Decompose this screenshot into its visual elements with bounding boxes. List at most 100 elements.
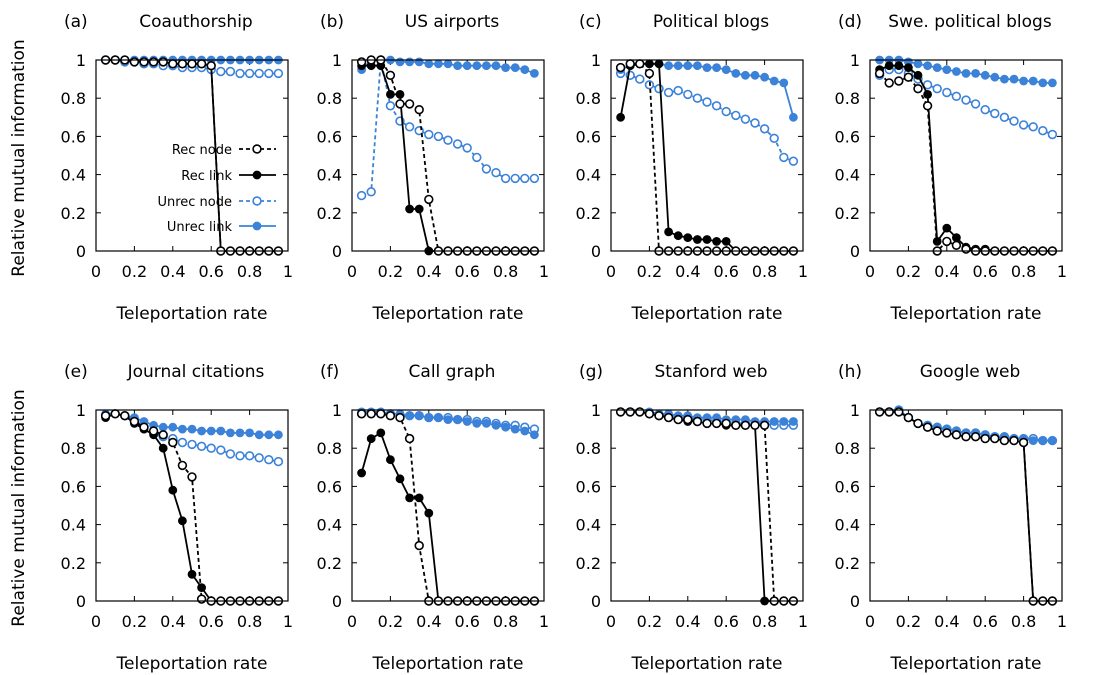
data-point-rec_node xyxy=(692,416,703,427)
data-point-rec_link xyxy=(395,474,405,484)
x-tick-label: 1 xyxy=(539,262,549,281)
data-point-unrec_link xyxy=(520,65,530,74)
data-point-unrec_link xyxy=(472,418,482,428)
data-point-unrec_node xyxy=(759,124,770,134)
y-tick-label: 0.6 xyxy=(317,477,342,496)
data-point-unrec_node xyxy=(1009,116,1019,126)
data-point-unrec_link xyxy=(683,61,693,71)
data-point-unrec_link xyxy=(395,57,405,67)
x-tick-label: 0.2 xyxy=(896,262,921,281)
data-point-unrec_link xyxy=(1048,436,1057,445)
x-tick-label: 0 xyxy=(606,262,616,281)
y-tick-label: 0.8 xyxy=(576,439,601,458)
data-point-rec_link xyxy=(414,204,424,214)
x-axis-label: Teleportation rate xyxy=(631,654,783,674)
data-point-rec_node xyxy=(1009,435,1019,446)
data-point-rec_node xyxy=(884,407,894,417)
data-point-rec_link xyxy=(942,223,952,233)
y-tick-label: 1 xyxy=(591,51,601,70)
x-tick-label: 0.2 xyxy=(637,262,662,281)
panel-title: Journal citations xyxy=(127,362,265,382)
data-point-rec_node xyxy=(129,416,140,427)
data-point-rec_node xyxy=(168,437,178,448)
y-tick-label: 1 xyxy=(591,401,601,420)
data-point-unrec_node xyxy=(731,110,741,121)
panel-label: (e) xyxy=(64,362,88,382)
y-tick-label: 0.8 xyxy=(317,89,342,108)
data-point-rec_node xyxy=(740,420,751,430)
data-point-rec_node xyxy=(158,57,168,67)
x-tick-label: 0.8 xyxy=(237,262,262,281)
x-axis-label: Teleportation rate xyxy=(890,304,1042,324)
data-point-rec_node xyxy=(874,407,885,417)
y-tick-label: 0.4 xyxy=(317,516,342,535)
x-tick-label: 0.2 xyxy=(896,612,921,631)
data-point-unrec_link xyxy=(510,424,520,434)
panel-title: Stanford web xyxy=(654,362,767,382)
panel-title: Call graph xyxy=(409,362,496,382)
data-point-unrec_link xyxy=(443,415,453,424)
data-point-unrec_node xyxy=(520,173,530,184)
data-point-rec_node xyxy=(942,428,952,438)
plot-frame xyxy=(351,409,545,602)
data-point-unrec_link xyxy=(481,61,491,71)
x-tick-label: 1 xyxy=(798,612,808,631)
x-tick-label: 0.4 xyxy=(416,612,441,631)
x-tick-label: 0.2 xyxy=(637,612,662,631)
data-point-unrec_link xyxy=(245,428,254,438)
data-point-rec_node xyxy=(663,412,674,423)
data-point-unrec_link xyxy=(158,422,168,432)
y-tick-label: 0.4 xyxy=(835,516,860,535)
data-point-unrec_link xyxy=(197,426,206,436)
plot-frame xyxy=(869,59,1063,252)
y-tick-label: 1 xyxy=(850,401,860,420)
data-point-rec_node xyxy=(721,418,731,429)
data-point-unrec_link xyxy=(168,422,178,432)
data-point-unrec_node xyxy=(472,152,482,163)
data-point-unrec_node xyxy=(529,173,540,184)
data-point-unrec_link xyxy=(1000,74,1009,84)
data-point-unrec_node xyxy=(225,449,236,459)
y-tick-label: 0.6 xyxy=(61,127,86,146)
y-tick-label: 0 xyxy=(332,592,342,611)
data-point-rec_node xyxy=(644,68,655,79)
data-point-unrec_node xyxy=(385,101,396,111)
data-point-rec_link xyxy=(693,235,702,244)
x-axis-label: Teleportation rate xyxy=(372,304,524,324)
panel-title: Swe. political blogs xyxy=(888,12,1052,32)
panel-title: Coauthorship xyxy=(139,12,252,32)
y-tick-label: 0.8 xyxy=(61,89,86,108)
y-tick-label: 0.2 xyxy=(835,204,860,223)
data-point-unrec_link xyxy=(530,430,539,440)
panel-1: (a) Coauthorship 00 0.2 0.2 0.4 0.4 0.6 0.6 0.8 0.… xyxy=(61,12,294,324)
data-point-unrec_node xyxy=(1038,125,1048,136)
data-point-rec_node xyxy=(683,414,693,425)
panel-title: Political blogs xyxy=(653,12,769,32)
y-tick-label: 0.8 xyxy=(61,439,86,458)
data-point-rec_link xyxy=(702,235,712,244)
data-point-unrec_link xyxy=(779,417,789,426)
data-point-unrec_link xyxy=(462,61,472,71)
x-axis-label: Teleportation rate xyxy=(631,304,783,324)
data-point-unrec_link xyxy=(414,411,424,421)
x-tick-label: 0 xyxy=(865,612,875,631)
data-point-unrec_link xyxy=(779,78,789,88)
data-point-rec_link xyxy=(884,61,894,71)
plot-frame xyxy=(610,59,804,252)
data-point-unrec_node xyxy=(779,152,789,163)
data-point-unrec_link xyxy=(177,424,187,434)
data-point-unrec_node xyxy=(244,68,255,79)
x-tick-label: 0.2 xyxy=(122,262,147,281)
y-tick-label: 0.8 xyxy=(317,439,342,458)
data-point-unrec_link xyxy=(1048,78,1057,88)
y-axis-label-top: Relative mutual information xyxy=(9,39,29,276)
data-point-unrec_link xyxy=(789,417,798,426)
data-point-rec_node xyxy=(894,407,904,417)
data-point-unrec_node xyxy=(235,451,245,461)
data-point-rec_node xyxy=(961,432,971,442)
data-point-unrec_node xyxy=(654,83,664,94)
x-tick-label: 0.8 xyxy=(752,262,777,281)
data-point-unrec_node xyxy=(510,173,520,184)
x-tick-label: 0.6 xyxy=(713,612,738,631)
x-tick-label: 0 xyxy=(347,262,357,281)
